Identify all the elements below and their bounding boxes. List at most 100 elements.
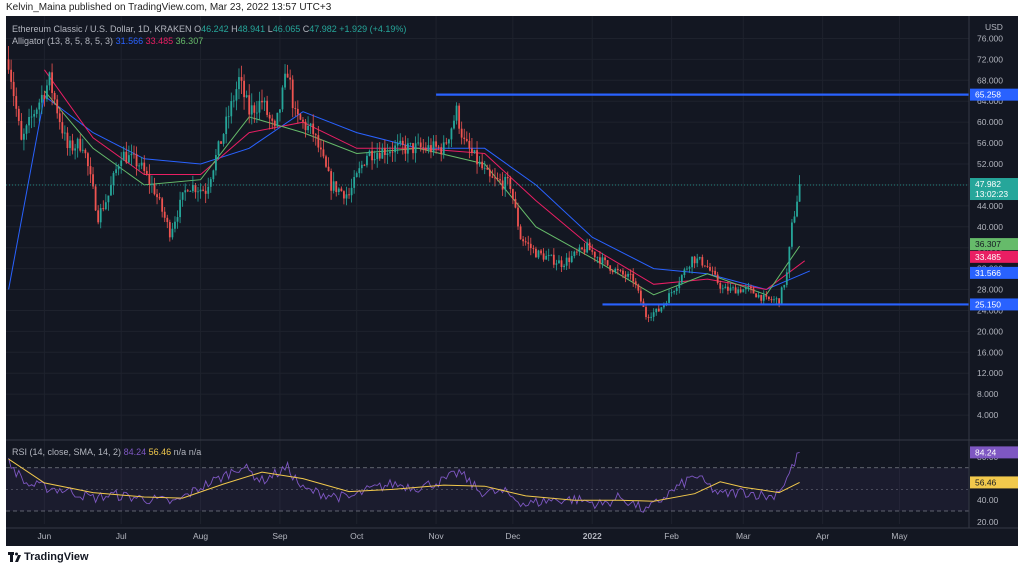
grid — [6, 16, 969, 524]
candle-body — [778, 298, 781, 304]
alligator-label: Alligator (13, 8, 5, 8, 5, 3) — [12, 36, 114, 46]
footer-brand: TradingView — [24, 551, 89, 563]
candle-body — [762, 294, 765, 301]
candle-body — [796, 201, 798, 217]
rsi-na-1: n/a — [173, 447, 187, 457]
candle-body — [663, 303, 665, 308]
candle-body — [130, 153, 133, 156]
candle-body — [773, 299, 775, 301]
candle-body — [363, 164, 366, 166]
level-price-badge — [970, 298, 1018, 311]
countdown-label: 13:02:23 — [975, 189, 1008, 199]
ohlc-high: 48.941 — [237, 24, 266, 34]
candle-body — [250, 105, 253, 115]
time-tick-label: Apr — [816, 531, 829, 541]
candle-body — [28, 116, 30, 126]
candle-body — [343, 191, 345, 199]
candle-body — [537, 250, 540, 258]
candle-body — [40, 94, 43, 103]
rsi-legend[interactable]: RSI (14, close, SMA, 14, 2) 84.24 56.46 … — [12, 447, 201, 457]
alligator-price-badge — [970, 266, 1018, 279]
time-tick-label: Oct — [350, 531, 364, 541]
candle-body — [437, 146, 440, 148]
candle-body — [785, 272, 788, 285]
candle-body — [693, 256, 696, 264]
alligator-legend[interactable]: Alligator (13, 8, 5, 8, 5, 3) 31.566 33.… — [12, 36, 203, 46]
candle-body — [401, 140, 404, 145]
teeth-value: 33.485 — [145, 36, 174, 46]
candle-body — [407, 143, 409, 154]
candle-body — [107, 195, 110, 203]
price-tick-label: 68.000 — [977, 75, 1003, 85]
candle-body — [593, 251, 596, 258]
candle-body — [739, 289, 742, 293]
candle-body — [447, 139, 450, 144]
candle-body — [84, 149, 87, 154]
candle-body — [399, 140, 402, 144]
candle-body — [599, 257, 601, 264]
candle-body — [350, 187, 353, 196]
candle-body — [634, 281, 637, 285]
candle-body — [204, 190, 207, 194]
candle-body — [225, 116, 228, 135]
candle-body — [527, 242, 530, 244]
candle-body — [76, 138, 79, 149]
symbol-title: Ethereum Classic / U.S. Dollar, 1D, KRAK… — [12, 24, 192, 34]
candle-body — [122, 151, 125, 161]
ohlc-high-label: H — [231, 24, 238, 34]
candle-body — [545, 255, 548, 260]
rsi-na-2: n/a — [188, 447, 202, 457]
candle-body — [719, 283, 722, 289]
alligator-price-label: 31.566 — [975, 268, 1001, 278]
candle-body — [25, 125, 28, 134]
candle-body — [33, 113, 36, 117]
time-tick-label: Dec — [505, 531, 521, 541]
candle-body — [519, 226, 522, 240]
candle-body — [94, 186, 97, 211]
candle-body — [780, 287, 783, 304]
candle-body — [120, 160, 123, 167]
candle-body — [491, 176, 494, 178]
candle-body — [69, 140, 71, 149]
candle-body — [494, 177, 496, 179]
candle-body — [496, 178, 499, 180]
candle-body — [568, 257, 571, 263]
candle-body — [291, 79, 294, 109]
candle-body — [670, 292, 673, 294]
candle-body — [573, 251, 576, 256]
candle-body — [614, 268, 617, 273]
candle-body — [376, 152, 379, 160]
footer: TradingView — [0, 546, 1024, 569]
candle-body — [245, 95, 248, 98]
candle-body — [268, 114, 271, 119]
candle-body — [737, 289, 740, 294]
candle-body — [15, 96, 18, 109]
candle-body — [327, 166, 330, 172]
candle-body — [611, 270, 614, 273]
candle-body — [314, 134, 317, 136]
ohlc-low: 46.065 — [272, 24, 301, 34]
candle-body — [688, 267, 691, 269]
candle-body — [112, 172, 115, 186]
price-chart[interactable]: 76.000 72.000 68.000 64.000 60.000 56.000 52.0… — [6, 16, 1018, 546]
candle-body — [727, 286, 729, 291]
candle-body — [335, 181, 338, 193]
candle-body — [793, 216, 796, 223]
candle-body — [627, 273, 629, 277]
alligator-price-label: 36.307 — [975, 239, 1001, 249]
candle-body — [309, 123, 312, 126]
candle-body — [340, 188, 343, 192]
candle-body — [445, 142, 448, 144]
horizontal-levels — [6, 93, 969, 306]
alligator-price-badge — [970, 238, 1018, 251]
time-tick-label: Aug — [193, 531, 208, 541]
candle-body — [386, 153, 389, 156]
candle-body — [570, 255, 573, 263]
candle-body — [586, 242, 589, 253]
candle-body — [501, 180, 504, 190]
candle-body — [404, 144, 407, 154]
currency-label: USD — [985, 22, 1003, 32]
candle-body — [92, 174, 94, 187]
candle-body — [647, 317, 650, 318]
candle-body — [798, 184, 801, 202]
